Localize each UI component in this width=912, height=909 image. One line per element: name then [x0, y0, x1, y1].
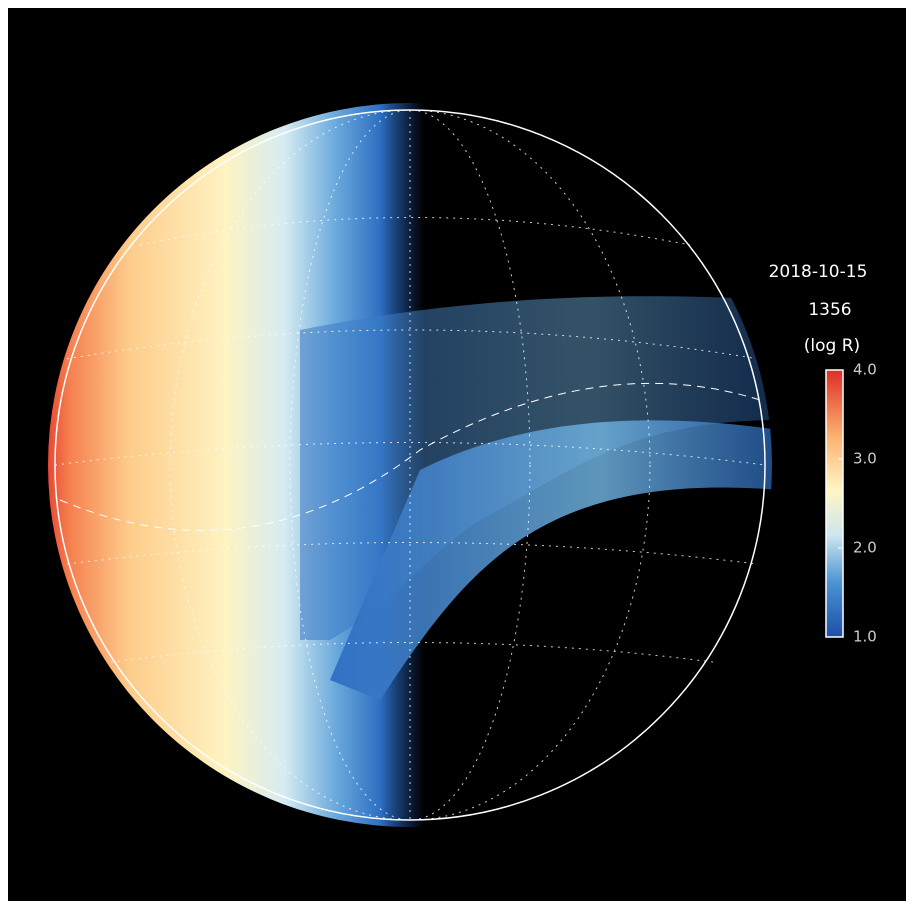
units-label: (log R): [804, 336, 860, 356]
tick-label: 2.0: [853, 539, 877, 557]
colorbar: [826, 370, 843, 637]
figure: 2018-10-15 1356 (log R) 1.0 2.0 3.0 4.0: [0, 0, 912, 909]
tick-label: 1.0: [853, 628, 877, 646]
tick-label: 3.0: [853, 450, 877, 468]
wavelength-label: 1356: [808, 300, 851, 320]
date-label: 2018-10-15: [769, 262, 868, 282]
tick-label: 4.0: [853, 361, 877, 379]
